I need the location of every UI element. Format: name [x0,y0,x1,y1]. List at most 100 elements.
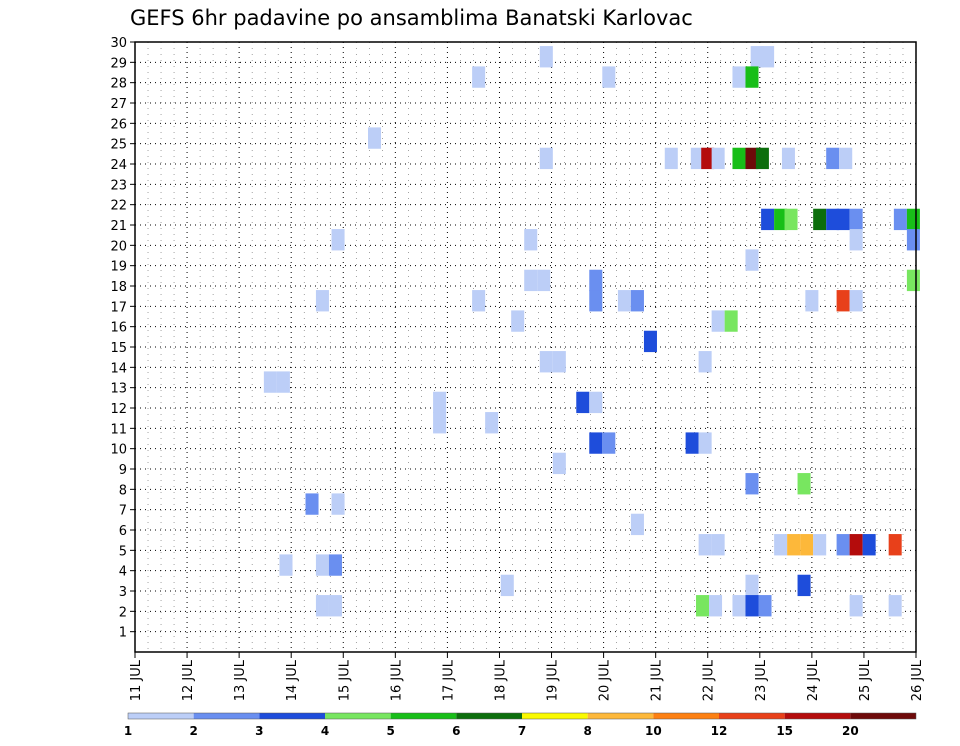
heatmap-cell [485,412,499,434]
heatmap-cell [800,534,814,556]
heatmap-cell [849,534,863,556]
heatmap-cell [315,595,329,617]
y-tick-label: 10 [110,443,127,458]
y-tick-label: 19 [110,260,127,275]
x-tick-label: 21 JUL [650,659,665,701]
y-tick-label: 1 [119,626,127,641]
heatmap-cell [745,574,759,597]
colorbar-label: 8 [583,724,591,738]
x-tick-label: 14 JUL [285,659,300,701]
y-tick-label: 5 [119,544,127,559]
heatmap-cell [524,229,538,251]
heatmap-cell [315,290,329,312]
colorbar-swatch [456,713,522,719]
colorbar-swatch [784,713,851,719]
colorbar-label: 7 [518,724,526,738]
y-tick-label: 18 [110,280,127,295]
x-tick-label: 18 JUL [493,659,508,701]
heatmap-cell [617,290,631,312]
y-tick-label: 11 [110,422,127,437]
heatmap-cell [888,534,902,556]
heatmap-cell [784,208,798,231]
heatmap-cell [758,595,772,617]
heatmap-cell [774,208,788,231]
heatmap-cell [589,269,603,292]
heatmap-cell [602,432,616,454]
heatmap-cell [500,574,514,597]
heatmap-cell [826,147,840,170]
heatmap-cell [761,46,775,68]
heatmap-cell [328,595,342,617]
heatmap-cell [839,147,853,170]
colorbar-swatch [522,713,588,719]
heatmap-cell [709,595,723,617]
heatmap-cell [696,595,710,617]
heatmap-cell [664,147,678,170]
heatmap-cell [433,412,447,434]
heatmap-cell [263,371,277,393]
colorbar-label: 1 [124,724,132,738]
heatmap-cell [539,147,553,170]
colorbar-label: 12 [711,724,728,738]
colorbar-swatch [128,713,194,719]
heatmap-cell [745,595,759,617]
heatmap-cell [906,269,920,292]
heatmap-cell [367,127,382,149]
x-tick-label: 11 JUL [129,659,144,701]
y-tick-label: 21 [110,219,127,234]
colorbar-swatch [850,713,916,719]
colorbar-swatch [193,713,260,719]
x-tick-label: 24 JUL [806,659,821,701]
y-tick-label: 22 [110,199,127,214]
y-tick-label: 15 [110,341,127,356]
heatmap-cell [305,493,319,515]
heatmap-cell [589,391,603,414]
heatmap-cell [787,534,801,556]
x-tick-label: 19 JUL [546,659,561,701]
heatmap-cell [745,66,759,88]
colorbar-swatch [259,713,325,719]
heatmap-cell [745,473,759,495]
heatmap-cell [698,534,712,556]
heatmap-cell [472,290,486,312]
y-tick-label: 13 [110,382,127,397]
y-tick-label: 8 [119,483,127,498]
heatmap-cell [433,391,447,414]
heatmap-cell [849,595,863,617]
heatmap-cell [732,66,746,88]
heatmap-cell [797,473,811,495]
heatmap-cell [685,432,699,454]
colorbar-frame [127,712,917,720]
heatmap-cell [849,229,863,251]
heatmap-cell [602,66,616,88]
heatmap-cell [630,290,644,312]
heatmap-cell [745,147,759,170]
heatmap-cell [643,330,657,353]
heatmap-cell [781,147,795,170]
heatmap-cell [630,513,644,536]
y-tick-label: 26 [110,117,127,132]
heatmap-cell [331,229,345,251]
colorbar-label: 15 [776,724,793,738]
x-tick-label: 13 JUL [233,659,248,701]
x-tick-label: 12 JUL [181,659,196,701]
heatmap-cell [724,310,738,332]
heatmap-cell [732,147,746,170]
heatmap-cell [805,290,819,312]
x-tick-label: 23 JUL [754,659,769,701]
y-tick-label: 27 [110,97,127,112]
heatmap-cell [537,269,551,292]
heatmap-cell [698,432,712,454]
x-tick-label: 26 JUL [910,659,925,701]
heatmap-cell [690,147,704,170]
y-tick-label: 9 [119,463,127,478]
heatmap-cell [331,493,345,515]
heatmap-cell [276,371,290,393]
heatmap-cell [472,66,486,88]
heatmap-cell [328,554,342,576]
y-tick-label: 6 [119,524,127,539]
y-tick-label: 17 [110,300,127,315]
heatmap-cell [745,249,759,271]
chart-title: GEFS 6hr padavine po ansamblima Banatski… [130,6,693,30]
